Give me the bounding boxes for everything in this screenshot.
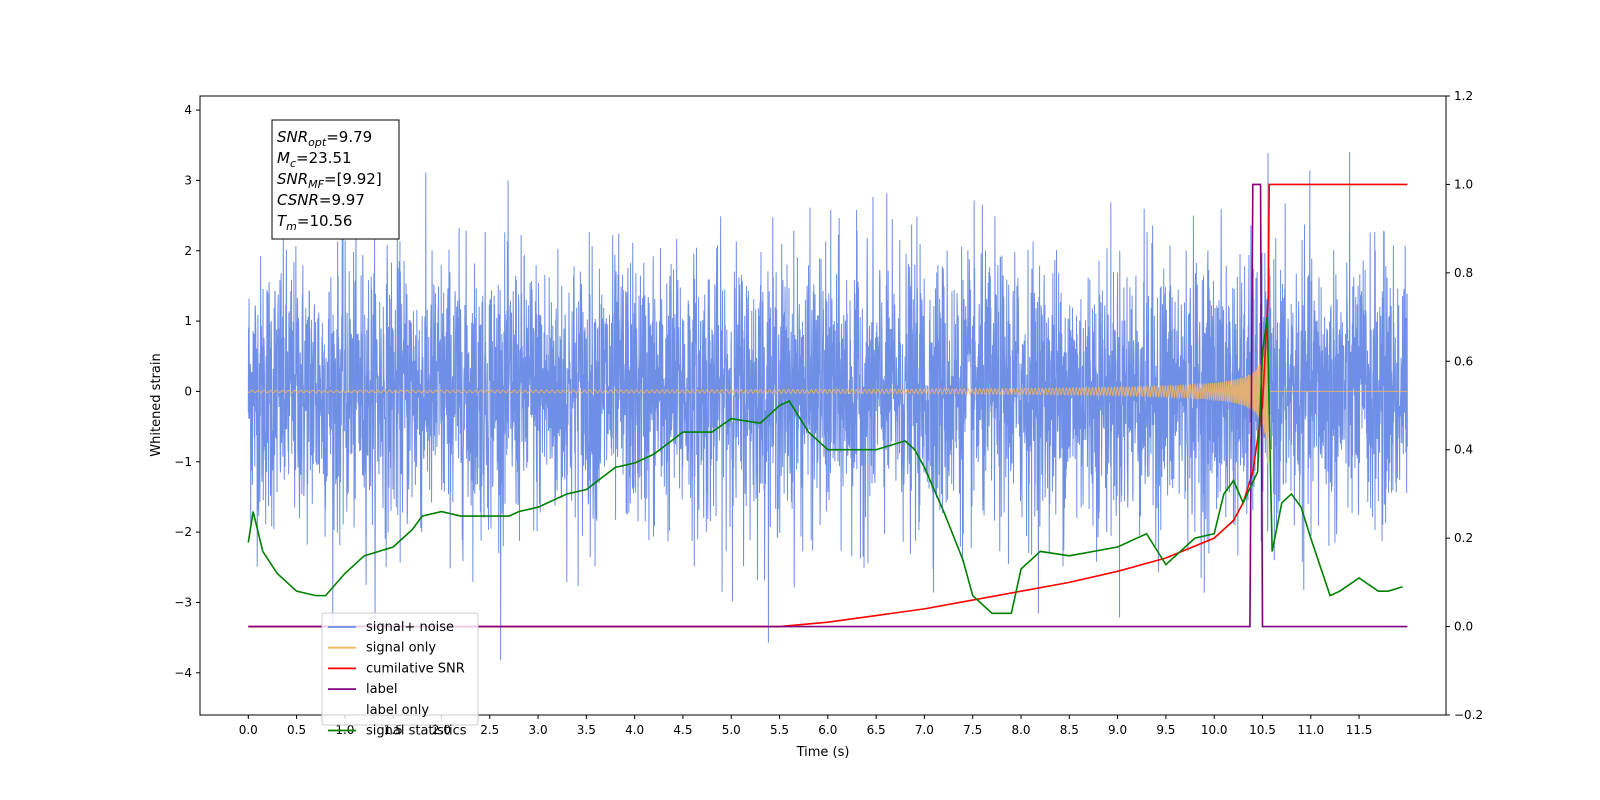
series-group xyxy=(247,151,1408,661)
x-tick-label: 7.5 xyxy=(963,723,982,737)
y-tick-label: 4 xyxy=(184,103,192,117)
y2-tick-label: 1.0 xyxy=(1454,177,1473,191)
legend-label-signal-noise: signal+ noise xyxy=(366,620,454,635)
x-tick-label: 10.0 xyxy=(1201,723,1228,737)
x-tick-label: 3.0 xyxy=(529,723,548,737)
legend-label-signal-statistics: signal statistics xyxy=(366,724,467,739)
y-tick-label: −3 xyxy=(174,595,192,609)
x-tick-label: 1.5 xyxy=(384,723,403,737)
info-box-line: SNRMF=[9.92] xyxy=(277,170,382,191)
legend-label-signal-only: signal only xyxy=(366,641,436,656)
x-tick-label: 5.0 xyxy=(722,723,741,737)
plot-frame xyxy=(199,95,1447,716)
x-tick-label: 6.0 xyxy=(818,723,837,737)
x-tick-label: 0.5 xyxy=(287,723,306,737)
x-tick-label: 2.5 xyxy=(480,723,499,737)
y2-tick-label: 0.0 xyxy=(1454,620,1473,634)
series-signal-only-line xyxy=(248,323,1408,464)
x-tick-label: 9.5 xyxy=(1156,723,1175,737)
x-tick-label: 6.5 xyxy=(867,723,886,737)
x-tick-label: 10.5 xyxy=(1249,723,1276,737)
y-tick-label: 2 xyxy=(184,244,192,258)
info-box-frame xyxy=(271,119,400,240)
y-tick-label: 0 xyxy=(184,384,192,398)
x-tick-label: 5.5 xyxy=(770,723,789,737)
series-signal-noise-line xyxy=(247,151,1408,661)
legend: signal+ noise signal only cumilative SNR la… xyxy=(321,612,479,739)
x-tick-label: 3.5 xyxy=(577,723,596,737)
y-axis-ticks: 4 3 2 1 0 −1 −2 −3 −4 xyxy=(174,103,200,680)
x-axis-ticks: 0.0 0.5 1.0 1.5 2.0 2.5 3.0 3.5 4.0 4.5 5.0 5.5 6.0 6… xyxy=(239,715,1373,737)
x-tick-label: 8.5 xyxy=(1060,723,1079,737)
info-box-line: SNRopt=9.79 xyxy=(277,128,372,149)
x-axis-label: Time (s) xyxy=(796,745,850,760)
x-tick-label: 11.5 xyxy=(1346,723,1373,737)
legend-label-cumilative-snr: cumilative SNR xyxy=(366,661,465,676)
x-tick-label: 8.0 xyxy=(1011,723,1030,737)
y-tick-label: −1 xyxy=(174,455,192,469)
info-box-line: CSNR=9.97 xyxy=(277,191,365,209)
y-axis-label: Whitened strain xyxy=(149,353,164,456)
x-tick-label: 9.0 xyxy=(1108,723,1127,737)
legend-label-label: label xyxy=(366,682,397,697)
y2-tick-label: 0.6 xyxy=(1454,354,1473,368)
y2-tick-label: 0.4 xyxy=(1454,443,1473,457)
y-tick-label: −4 xyxy=(174,666,192,680)
series-cumilative-snr-line xyxy=(248,183,1408,628)
y2-tick-label: 0.8 xyxy=(1454,266,1473,280)
y2-axis-ticks: 1.2 1.0 0.8 0.6 0.4 0.2 0.0 −0.2 xyxy=(1446,89,1483,722)
y2-tick-label: 1.2 xyxy=(1454,89,1473,103)
x-tick-label: 4.5 xyxy=(673,723,692,737)
y2-tick-label: −0.2 xyxy=(1454,708,1483,722)
y2-tick-label: 0.2 xyxy=(1454,531,1473,545)
info-box: SNRopt=9.79Mc=23.51SNRMF=[9.92]CSNR=9.97… xyxy=(271,119,400,240)
info-box-line: Tm=10.56 xyxy=(277,212,352,233)
x-tick-label: 11.0 xyxy=(1297,723,1324,737)
x-tick-label: 7.0 xyxy=(915,723,934,737)
series-signal-statistics-line xyxy=(247,316,1403,615)
legend-label-label-only: label only xyxy=(366,703,429,718)
legend-frame xyxy=(321,612,479,726)
y-tick-label: 1 xyxy=(184,314,192,328)
x-tick-label: 2.0 xyxy=(432,723,451,737)
x-tick-label: 4.0 xyxy=(625,723,644,737)
series-label-line xyxy=(248,183,1408,628)
x-tick-label: 0.0 xyxy=(239,723,258,737)
info-box-line: Mc=23.51 xyxy=(277,149,352,170)
y-tick-label: −2 xyxy=(174,525,192,539)
y-tick-label: 3 xyxy=(184,173,192,187)
